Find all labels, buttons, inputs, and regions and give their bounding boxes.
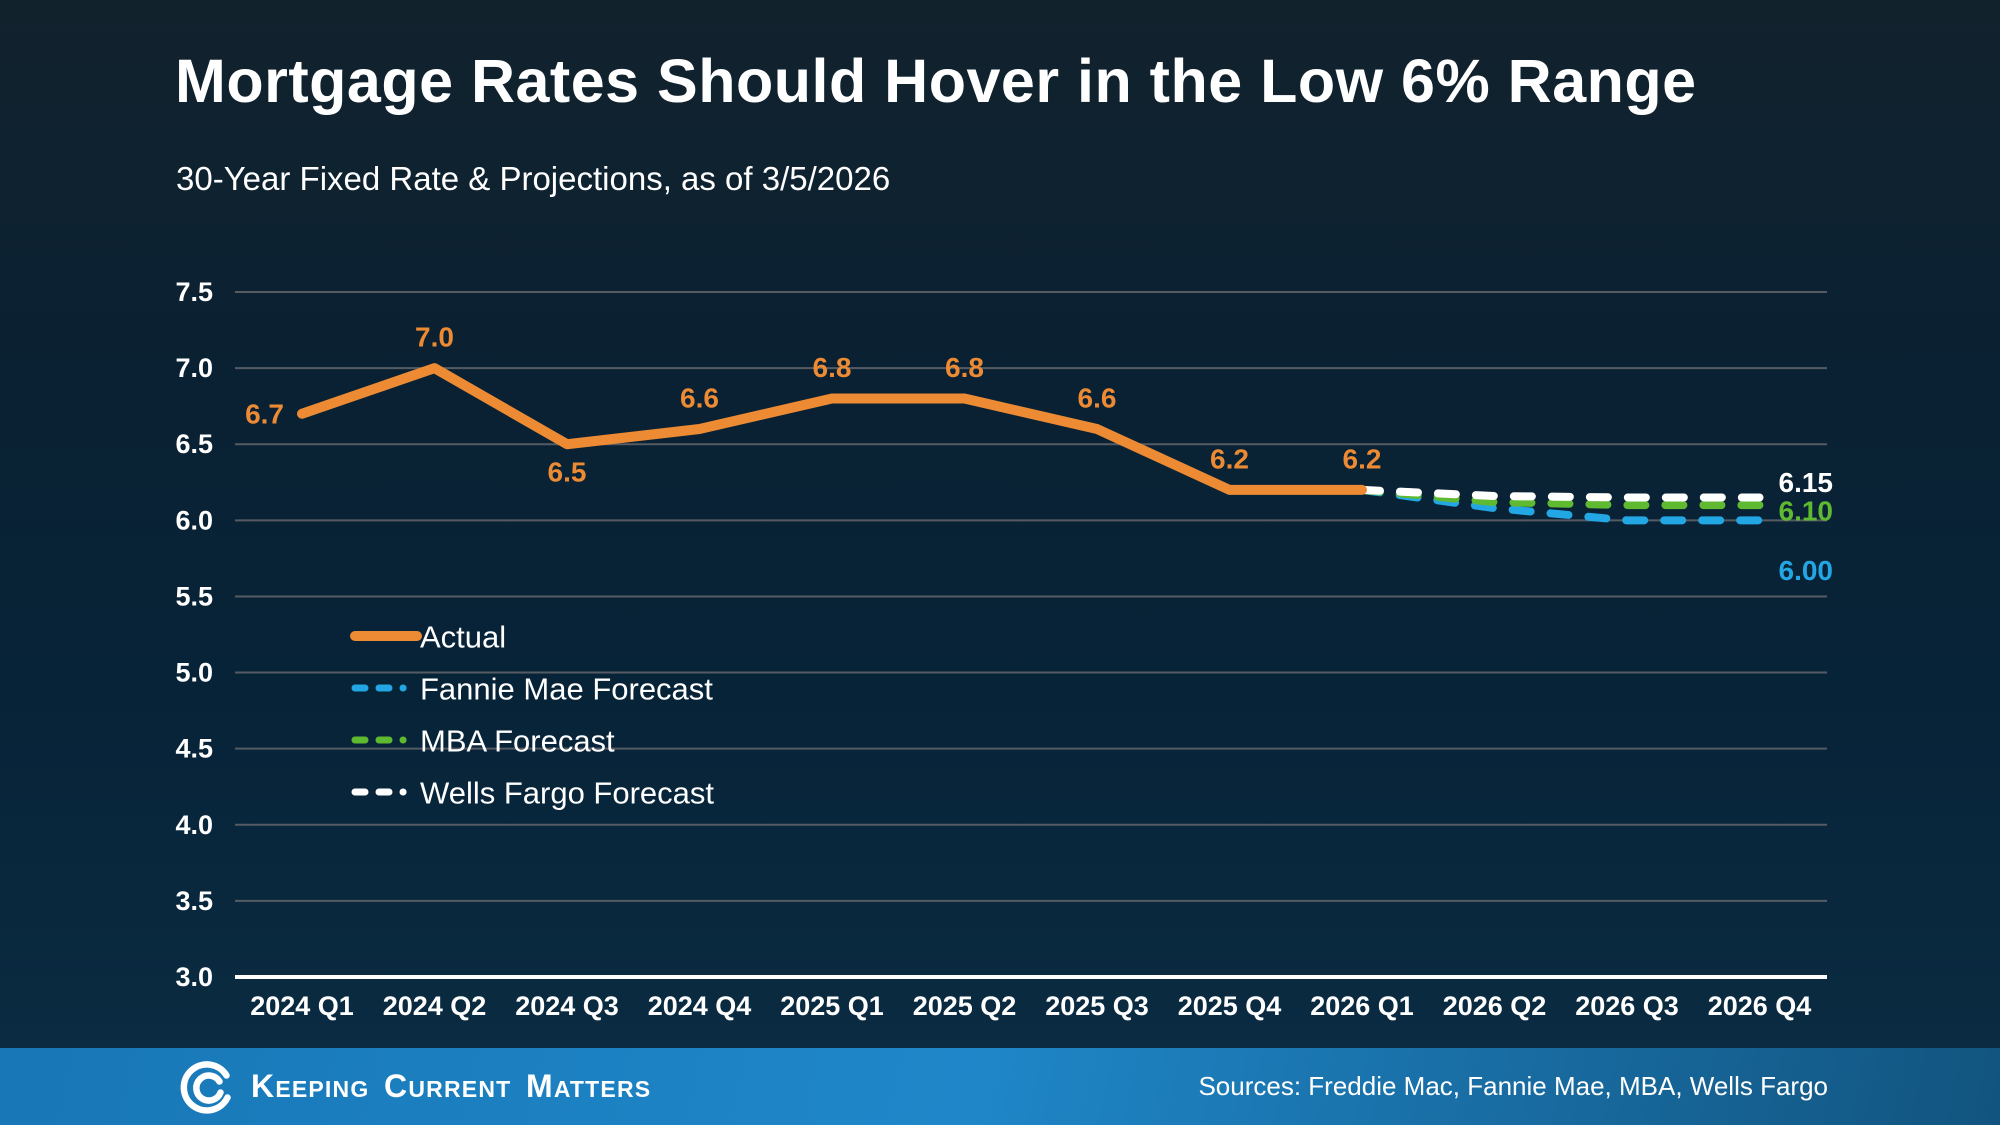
x-tick-label: 2025 Q3 [1045,991,1149,1021]
x-tick-label: 2024 Q2 [383,991,487,1021]
legend-item-actual: Actual [350,620,506,655]
data-label-actual: 6.2 [1343,443,1382,474]
legend-item-fannie-mae-forecast: Fannie Mae Forecast [351,672,713,707]
brand-lockup: KEEPING CURRENT MATTERS [180,1059,651,1115]
data-label-actual: 6.6 [680,383,719,414]
kcm-swirl-logo-icon [180,1060,231,1114]
series-line-fannie-mae-forecast [1358,485,1764,525]
x-tick-label: 2024 Q4 [648,991,752,1021]
x-tick-label: 2026 Q1 [1310,991,1414,1021]
y-tick-label: 6.0 [175,505,213,535]
series-line-actual [297,363,1367,495]
data-label-actual: 6.8 [813,352,852,383]
data-label-actual: 7.0 [415,322,454,353]
page-subtitle: 30-Year Fixed Rate & Projections, as of … [176,160,891,197]
y-tick-label: 5.0 [175,658,213,688]
end-label-fannie-mae-forecast: 6.00 [1779,555,1834,586]
end-label-wells-fargo-forecast: 6.15 [1779,467,1834,498]
x-tick-label: 2026 Q4 [1708,991,1812,1021]
end-label-mba-forecast: 6.10 [1779,496,1834,527]
y-tick-label: 7.0 [175,353,213,383]
x-tick-label: 2025 Q1 [780,991,884,1021]
legend-item-mba-forecast: MBA Forecast [351,724,615,759]
y-tick-label: 3.5 [175,886,213,916]
footer-bar: KEEPING CURRENT MATTERS Sources: Freddie… [0,1048,2000,1125]
data-label-actual: 6.8 [945,352,984,383]
series-line-wells-fargo-forecast [1358,485,1764,502]
brand-name: KEEPING CURRENT MATTERS [251,1068,652,1104]
y-tick-label: 6.5 [175,429,213,459]
y-tick-label: 5.5 [175,581,213,611]
legend-label-actual: Actual [420,620,506,655]
legend-label-fannie-mae-forecast: Fannie Mae Forecast [420,672,713,707]
x-tick-label: 2024 Q1 [250,991,354,1021]
data-label-actual: 6.2 [1210,443,1249,474]
legend-label-wells-fargo-forecast: Wells Fargo Forecast [420,776,714,811]
y-tick-label: 4.5 [175,734,213,764]
x-tick-label: 2024 Q3 [515,991,619,1021]
mortgage-rates-line-chart: 7.5 7.0 6.5 6.0 5.5 5.0 4.5 4.0 3.5 3.0 2024 Q1 202… [175,277,1834,1021]
y-tick-label: 4.0 [175,810,213,840]
legend-label-mba-forecast: MBA Forecast [420,724,615,759]
data-label-actual: 6.5 [548,457,587,488]
sources-text: Sources: Freddie Mac, Fannie Mae, MBA, W… [1198,1071,1828,1101]
x-tick-label: 2025 Q4 [1178,991,1282,1021]
y-tick-label: 7.5 [175,277,213,307]
page-title: Mortgage Rates Should Hover in the Low 6… [175,47,1697,115]
data-label-actual: 6.7 [245,398,284,429]
series-line-mba-forecast [1358,485,1764,510]
x-tick-label: 2025 Q2 [913,991,1017,1021]
legend-item-wells-fargo-forecast: Wells Fargo Forecast [351,776,714,811]
x-tick-label: 2026 Q2 [1443,991,1547,1021]
y-tick-label: 3.0 [175,962,213,992]
x-tick-label: 2026 Q3 [1575,991,1679,1021]
data-label-actual: 6.6 [1078,383,1117,414]
